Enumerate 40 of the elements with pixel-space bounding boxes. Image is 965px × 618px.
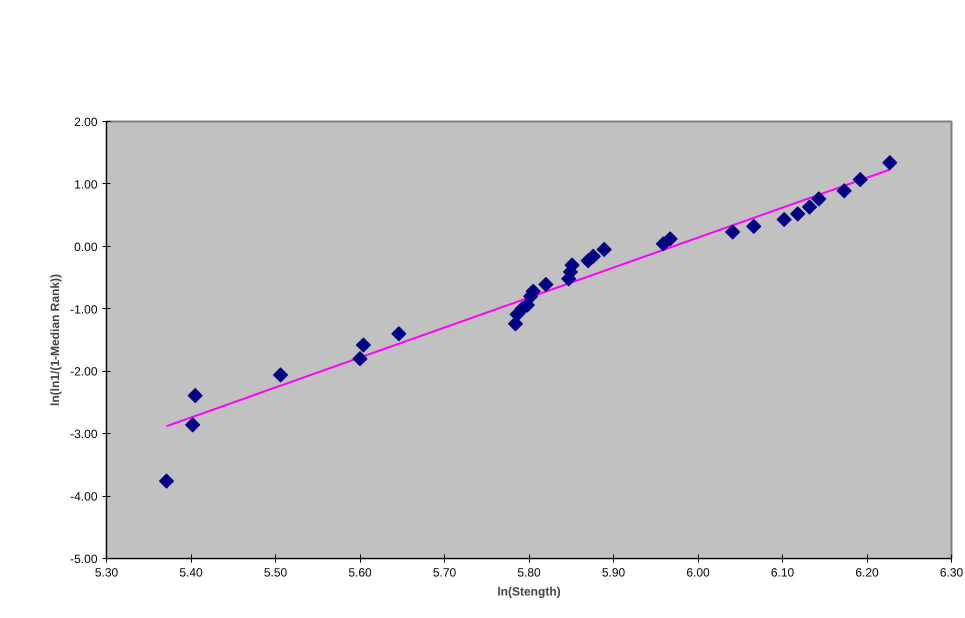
x-tick-label: 6.00	[686, 566, 710, 580]
point	[158, 474, 174, 489]
point	[596, 242, 612, 258]
point	[352, 351, 368, 366]
point	[273, 367, 288, 383]
y-tick-label: -3.00	[70, 427, 98, 442]
y-tick-label: 2.00	[74, 115, 98, 129]
x-axis-title: ln(Stength)	[497, 584, 561, 598]
point	[538, 276, 554, 292]
y-tick-label: 0.00	[74, 240, 98, 254]
point	[802, 199, 818, 215]
point	[725, 224, 740, 240]
y-tick-label: -5.00	[70, 552, 98, 566]
x-tick-label: 6.10	[770, 566, 795, 580]
point	[790, 206, 806, 222]
x-tick-label: 6.30	[940, 566, 964, 580]
point	[776, 212, 792, 228]
point	[811, 191, 826, 206]
point	[852, 172, 868, 188]
x-tick-label: 5.50	[264, 566, 288, 580]
point	[662, 231, 678, 246]
x-tick-label: 6.20	[855, 566, 880, 580]
point	[746, 218, 762, 234]
x-tick-label: 5.80	[517, 566, 542, 580]
y-tick-label: -1.00	[70, 302, 98, 316]
x-tick-label: 5.60	[348, 566, 372, 580]
point	[882, 155, 898, 170]
x-tick-label: 5.70	[432, 566, 457, 580]
point	[185, 417, 200, 432]
y-axis-title: ln(ln1/(1-Median Rank))	[48, 274, 62, 406]
y-tick-label: 1.00	[74, 177, 98, 192]
point	[836, 183, 852, 198]
point	[188, 388, 203, 404]
point	[356, 337, 371, 353]
y-tick-label: -4.00	[70, 490, 98, 504]
y-tick-label: -2.00	[70, 364, 98, 379]
point	[391, 326, 406, 342]
x-tick-label: 5.40	[179, 566, 204, 580]
x-tick-label: 5.30	[94, 566, 119, 580]
x-tick-label: 5.90	[602, 566, 626, 580]
